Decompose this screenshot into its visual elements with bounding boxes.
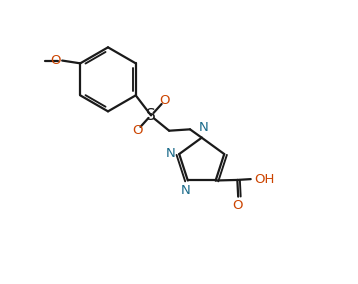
Text: N: N bbox=[181, 184, 190, 197]
Text: O: O bbox=[50, 54, 61, 67]
Text: OH: OH bbox=[254, 173, 274, 186]
Text: N: N bbox=[199, 121, 208, 134]
Text: O: O bbox=[132, 124, 142, 137]
Text: O: O bbox=[160, 94, 170, 107]
Text: S: S bbox=[146, 108, 156, 123]
Text: O: O bbox=[233, 199, 243, 212]
Text: N: N bbox=[165, 147, 175, 160]
